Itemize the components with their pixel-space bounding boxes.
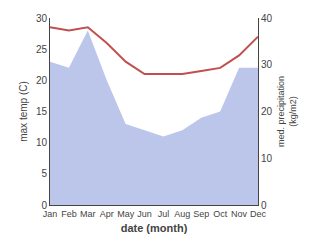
svg-text:date (month): date (month) (121, 222, 188, 234)
svg-text:Oct: Oct (213, 209, 228, 219)
svg-text:10: 10 (261, 153, 273, 164)
svg-text:Mar: Mar (80, 209, 96, 219)
svg-text:Apr: Apr (100, 209, 114, 219)
svg-text:0: 0 (261, 200, 267, 211)
svg-text:20: 20 (261, 106, 273, 117)
svg-text:Nov: Nov (231, 209, 248, 219)
svg-text:med. precipitation(kg/m2): med. precipitation(kg/m2) (276, 76, 298, 147)
svg-text:max temp (C): max temp (C) (18, 81, 29, 142)
svg-text:Feb: Feb (61, 209, 77, 219)
svg-text:30: 30 (36, 13, 48, 24)
svg-text:0: 0 (41, 200, 47, 211)
svg-text:20: 20 (36, 75, 48, 86)
svg-text:15: 15 (36, 106, 48, 117)
svg-text:Jul: Jul (158, 209, 170, 219)
svg-text:Aug: Aug (174, 209, 190, 219)
svg-text:10: 10 (36, 137, 48, 148)
svg-text:30: 30 (261, 59, 273, 70)
svg-text:Sep: Sep (193, 209, 209, 219)
svg-text:Jun: Jun (137, 209, 152, 219)
svg-text:May: May (117, 209, 135, 219)
svg-text:40: 40 (261, 13, 273, 24)
svg-text:Jan: Jan (43, 209, 58, 219)
svg-text:25: 25 (36, 44, 48, 55)
svg-text:Dec: Dec (250, 209, 267, 219)
svg-text:5: 5 (41, 168, 47, 179)
